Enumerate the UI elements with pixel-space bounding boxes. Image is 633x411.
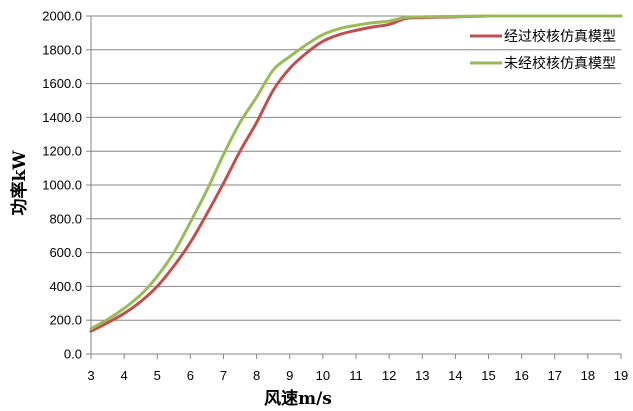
- y-tick-label: 1200.0: [42, 144, 82, 159]
- x-tick-label: 9: [286, 368, 293, 383]
- y-tick-labels: 0.0 200.0 400.0 600.0 800.0 1000.0 1200.0 1400.…: [42, 9, 82, 362]
- x-tick-labels: 3 4 5 6 7 8 9 10 11 12 13 14 15 16 17 18 19: [87, 368, 628, 383]
- series-lines: [89, 14, 623, 333]
- x-axis-title: 风速m/s: [264, 388, 332, 409]
- y-tick-label: 1600.0: [42, 76, 82, 91]
- y-tick-label: 1000.0: [42, 178, 82, 193]
- x-tick-label: 3: [87, 368, 94, 383]
- x-tick-label: 11: [349, 368, 363, 383]
- x-tick-label: 13: [415, 368, 429, 383]
- y-tick-label: 0.0: [64, 347, 82, 362]
- x-tick-label: 10: [316, 368, 330, 383]
- x-tick-label: 16: [514, 368, 528, 383]
- x-tick-label: 14: [448, 368, 462, 383]
- x-tick-label: 7: [220, 368, 227, 383]
- x-tick-label: 18: [581, 368, 595, 383]
- x-tick-label: 5: [154, 368, 161, 383]
- x-tick-label: 8: [253, 368, 260, 383]
- x-tick-label: 19: [614, 368, 628, 383]
- y-tick-label: 200.0: [49, 313, 82, 328]
- axes: [86, 15, 622, 359]
- y-tick-label: 800.0: [49, 211, 82, 226]
- x-tick-label: 6: [187, 368, 194, 383]
- legend-label-2: 未经校核仿真模型: [504, 55, 616, 72]
- y-tick-label: 600.0: [49, 245, 82, 260]
- x-tick-label: 15: [481, 368, 495, 383]
- x-tick-label: 12: [382, 368, 396, 383]
- x-tick-label: 17: [548, 368, 562, 383]
- series-line-2: [89, 14, 623, 331]
- y-tick-label: 1400.0: [42, 110, 82, 125]
- y-axis-title: 功率kW: [9, 150, 30, 216]
- y-tick-label: 2000.0: [42, 9, 82, 24]
- y-tick-label: 400.0: [49, 279, 82, 294]
- legend-label-1: 经过校核仿真模型: [504, 28, 616, 45]
- y-tick-label: 1800.0: [42, 42, 82, 57]
- x-tick-label: 4: [121, 368, 128, 383]
